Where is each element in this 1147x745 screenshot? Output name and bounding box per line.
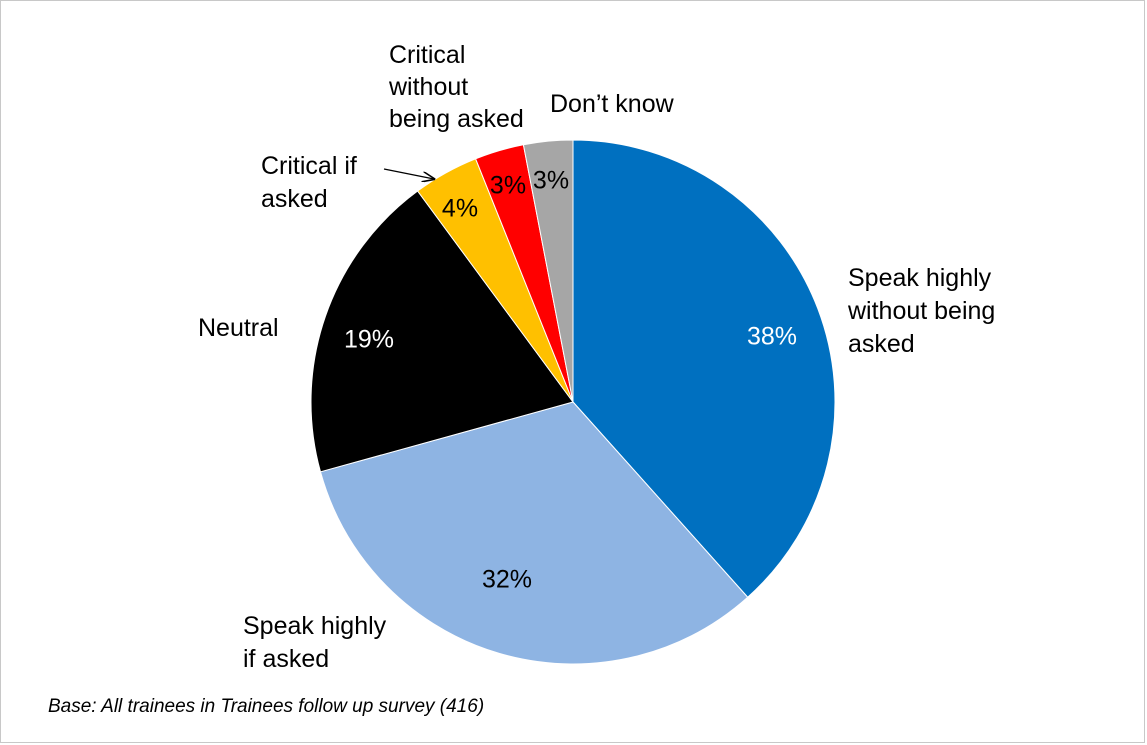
pie-category-label-5: Don’t know: [550, 90, 675, 118]
pie-category-label-4: Critical without being asked: [388, 41, 524, 133]
pie-value-label-3: 4%: [442, 195, 478, 223]
critical-if-asked-leader-arrow: [383, 168, 434, 179]
pie-category-label-line: asked: [848, 330, 915, 358]
pie-category-label-line: Critical: [389, 41, 465, 69]
pie-slice-1: [319, 401, 749, 665]
pie-category-label-line: asked: [261, 185, 328, 213]
pie-slices: [310, 139, 836, 665]
footnote: Base: All trainees in Trainees follow up…: [48, 696, 485, 717]
pie-category-label-line: Speak highly: [243, 612, 387, 640]
pie-category-label-line: without being: [847, 297, 995, 325]
pie-value-label-4: 3%: [490, 172, 526, 200]
pie-value-label-2: 19%: [344, 326, 394, 354]
pie-category-label-line: Don’t know: [550, 90, 675, 118]
pie-category-label-line: Speak highly: [848, 264, 992, 292]
pie-category-label-3: Critical if asked: [261, 152, 357, 213]
pie-category-label-line: without: [388, 73, 468, 101]
pie-value-labels: 38% 32% 19% 4% 3% 3%: [344, 167, 797, 594]
pie-category-label-line: Neutral: [198, 314, 279, 342]
pie-category-label-2: Neutral: [198, 314, 279, 342]
pie-value-label-5: 3%: [533, 167, 569, 195]
pie-value-label-1: 32%: [482, 566, 532, 594]
pie-slice-0: [572, 139, 836, 598]
pie-value-label-0: 38%: [747, 323, 797, 351]
pie-category-label-line: Critical if: [261, 152, 357, 180]
pie-category-label-0: Speak highly without being asked: [847, 264, 995, 358]
pie-category-label-line: being asked: [389, 105, 524, 133]
pie-category-label-line: if asked: [243, 645, 329, 673]
pie-category-label-1: Speak highly if asked: [243, 612, 387, 673]
pie-slice-2: [310, 190, 574, 473]
pie-slice-5: [522, 139, 574, 403]
